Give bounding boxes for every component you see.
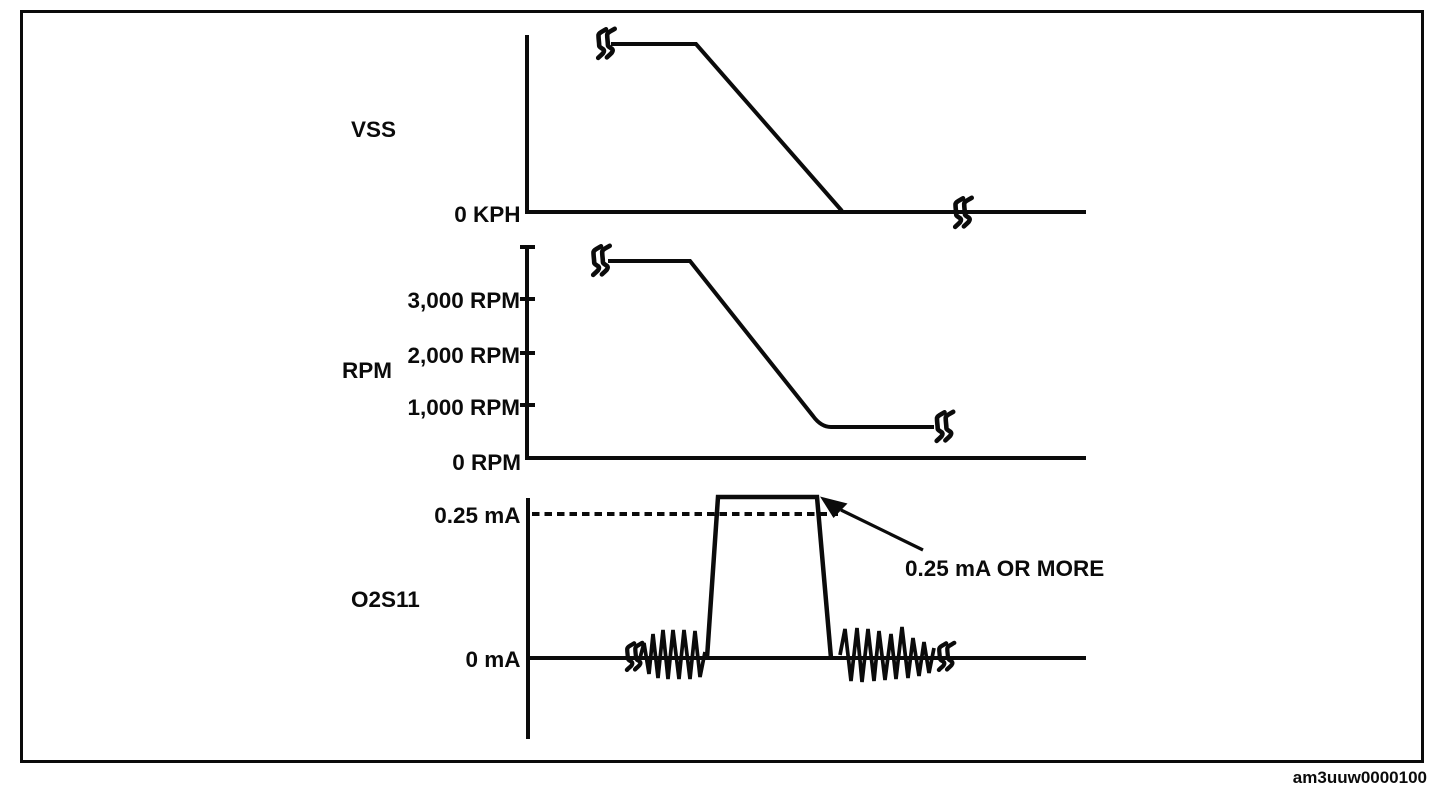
svg-text:1,000 RPM: 1,000 RPM — [407, 395, 520, 420]
svg-text:am3uuw0000100: am3uuw0000100 — [1293, 768, 1427, 786]
svg-text:O2S11: O2S11 — [351, 587, 420, 612]
svg-text:3,000 RPM: 3,000 RPM — [407, 288, 520, 313]
svg-text:0 KPH: 0 KPH — [454, 202, 520, 227]
svg-text:0.25 mA OR MORE: 0.25 mA OR MORE — [905, 556, 1104, 581]
svg-text:0.25 mA: 0.25 mA — [434, 503, 520, 528]
svg-text:0 RPM: 0 RPM — [452, 450, 521, 475]
svg-text:0 mA: 0 mA — [465, 647, 520, 672]
svg-text:VSS: VSS — [351, 117, 396, 142]
svg-text:2,000 RPM: 2,000 RPM — [407, 343, 520, 368]
svg-text:RPM: RPM — [342, 358, 392, 383]
